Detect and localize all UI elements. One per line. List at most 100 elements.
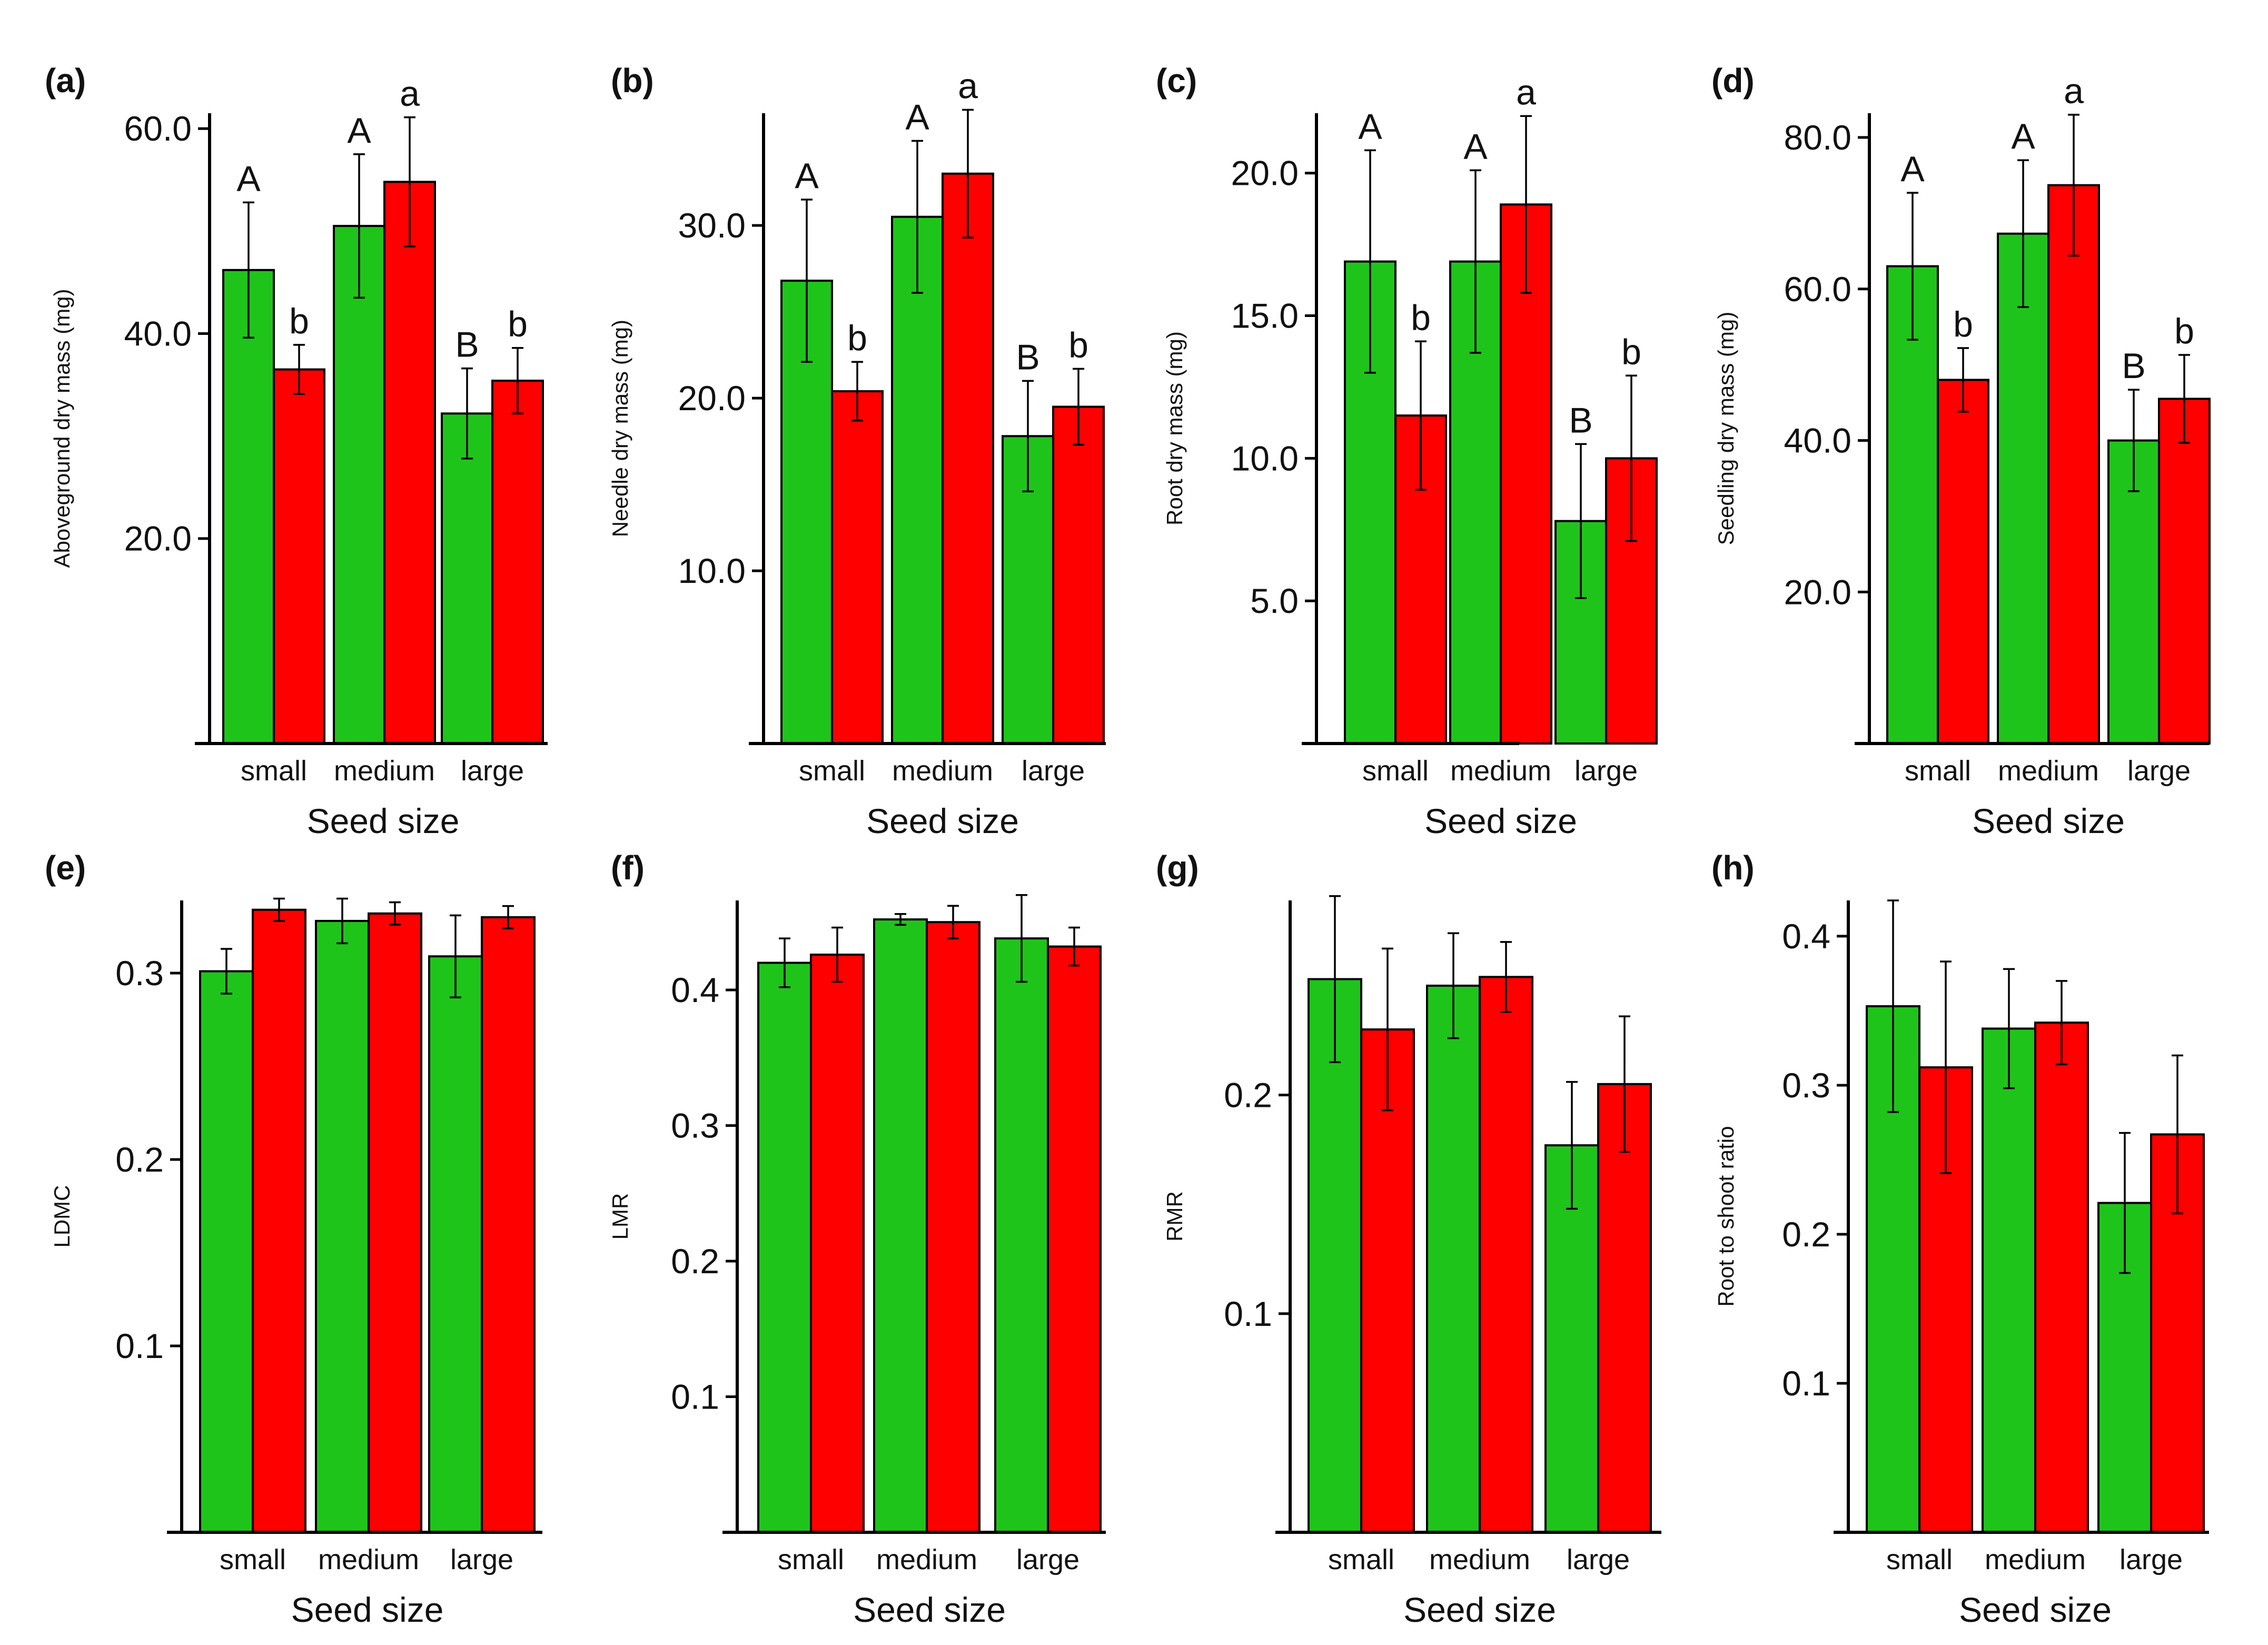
- x-tick-label: medium: [892, 755, 993, 787]
- error-bar: [801, 199, 813, 363]
- bar-green-medium: [333, 225, 385, 745]
- significance-label: A: [795, 156, 819, 196]
- error-bar: [1382, 947, 1393, 1112]
- y-axis-label: Seedling dry mass (mg): [1714, 312, 1738, 545]
- significance-label: A: [347, 111, 371, 151]
- bar-green-medium: [891, 215, 944, 745]
- error-bar: [1068, 926, 1080, 967]
- error-bar: [2003, 968, 2015, 1089]
- error-bar: [502, 905, 514, 929]
- bar-green-medium: [1449, 260, 1502, 745]
- bar-red-small: [810, 954, 865, 1533]
- x-tick-label: large: [1574, 755, 1638, 787]
- bar-red-large: [491, 379, 544, 745]
- y-axis-label: RMR: [1162, 1191, 1187, 1242]
- error-bar: [389, 901, 401, 926]
- y-tick-label: 60.0: [1784, 270, 1851, 309]
- error-bar: [1566, 1081, 1578, 1210]
- error-bar: [1016, 894, 1027, 983]
- panel-letter: (d): [1711, 62, 1755, 100]
- bar-red-large: [1605, 457, 1658, 745]
- error-bar: [293, 344, 305, 395]
- y-tick-label: 0.4: [1782, 917, 1830, 956]
- significance-label: a: [400, 74, 420, 114]
- panel-letter: (h): [1711, 849, 1755, 887]
- panel-letter: (a): [45, 62, 86, 100]
- x-tick-label: small: [1328, 1544, 1394, 1575]
- y-tick-label: 20.0: [1784, 572, 1851, 611]
- y-tick-label: 80.0: [1784, 118, 1851, 157]
- error-bar: [1619, 1015, 1630, 1153]
- x-tick-label: medium: [318, 1544, 419, 1575]
- panel-c: Ab small Aa medium Bb large 5.0 10.0 15.0 20.0 (c)…: [1156, 62, 1658, 840]
- bar-red-small: [273, 368, 325, 745]
- x-tick-label: medium: [1450, 755, 1551, 787]
- panel-e: small medium large 0.1 0.2 0.3 (e) LDMC Seed siz…: [45, 849, 542, 1629]
- error-bar: [1500, 941, 1512, 1013]
- x-tick-label: small: [799, 755, 865, 787]
- significance-label: a: [2064, 71, 2084, 111]
- y-tick-label: 0.1: [115, 1326, 164, 1365]
- x-tick-label: large: [1567, 1544, 1630, 1575]
- bar-red-medium: [368, 912, 422, 1533]
- y-tick-label: 40.0: [1784, 421, 1851, 460]
- significance-label: b: [289, 301, 309, 341]
- error-bar: [1575, 443, 1587, 599]
- error-bar: [353, 153, 365, 299]
- y-axis-label: Needle dry mass (mg): [608, 320, 632, 537]
- y-axis-label: Root to shoot ratio: [1714, 1126, 1738, 1306]
- x-axis-title: Seed size: [307, 801, 460, 840]
- y-axis-label: LDMC: [49, 1185, 74, 1247]
- bar-green-large: [428, 955, 483, 1533]
- y-tick-label: 20.0: [1231, 154, 1299, 193]
- bar-red-large: [2158, 398, 2211, 745]
- significance-label: b: [1411, 298, 1431, 338]
- significance-label: A: [1463, 126, 1488, 166]
- y-tick-label: 0.2: [671, 1242, 719, 1281]
- y-axis-label: LMR: [608, 1193, 632, 1240]
- significance-label: A: [236, 158, 261, 199]
- bar-red-small: [831, 390, 884, 745]
- error-bar: [779, 937, 790, 988]
- bar-green-small: [1308, 978, 1362, 1533]
- x-tick-label: small: [1886, 1544, 1953, 1575]
- bar-green-medium: [315, 919, 370, 1533]
- x-tick-label: small: [1905, 755, 1971, 787]
- x-tick-label: medium: [1429, 1544, 1530, 1575]
- bar-green-large: [994, 937, 1049, 1533]
- error-bar: [1364, 149, 1376, 374]
- error-bar: [512, 346, 523, 415]
- y-tick-label: 5.0: [1250, 581, 1299, 620]
- error-bar: [221, 948, 232, 995]
- bar-red-small: [1937, 379, 1989, 745]
- y-tick-label: 20.0: [124, 519, 192, 558]
- significance-label: a: [958, 66, 978, 106]
- y-tick-label: 0.2: [115, 1140, 164, 1179]
- bar-red-medium: [1479, 976, 1533, 1533]
- error-bar: [2056, 980, 2067, 1066]
- y-tick-label: 0.1: [671, 1377, 719, 1416]
- panel-h: small medium large 0.1 0.2 0.3 0.4 (h) Root to s…: [1711, 849, 2209, 1629]
- panel-letter: (e): [45, 849, 86, 887]
- bar-red-medium: [1500, 203, 1552, 745]
- error-bar: [1329, 895, 1341, 1064]
- x-axis-title: Seed size: [291, 1590, 444, 1629]
- y-tick-label: 0.4: [671, 970, 719, 1009]
- error-bar: [1520, 115, 1532, 294]
- y-tick-label: 0.3: [1782, 1066, 1830, 1105]
- error-bar: [895, 913, 906, 926]
- error-bar: [1022, 380, 1034, 492]
- panel-g: small medium large 0.1 0.2 (g) RMR Seed size: [1156, 849, 1661, 1629]
- bar-red-medium: [942, 172, 994, 745]
- x-axis-title: Seed size: [853, 1590, 1006, 1629]
- bar-red-large: [1047, 945, 1102, 1533]
- bar-red-medium: [2047, 184, 2100, 745]
- error-bar: [1073, 368, 1084, 446]
- bar-green-large: [441, 412, 493, 745]
- error-bar: [1626, 374, 1637, 542]
- error-bar: [1448, 932, 1459, 1039]
- x-axis-title: Seed size: [866, 801, 1019, 840]
- y-tick-label: 10.0: [1231, 439, 1299, 478]
- significance-label: A: [905, 97, 929, 137]
